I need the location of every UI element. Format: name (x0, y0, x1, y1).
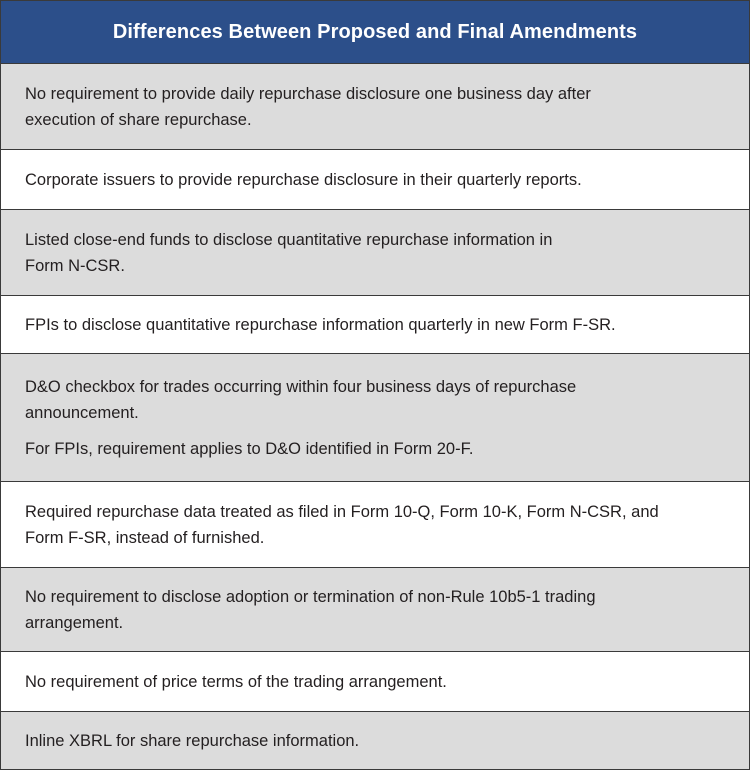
table-row: No requirement of price terms of the tra… (1, 651, 749, 711)
table-row: No requirement to provide daily repurcha… (1, 63, 749, 149)
row-line: Listed close-end funds to disclose quant… (25, 230, 553, 249)
row-line: Inline XBRL for share repurchase informa… (25, 731, 360, 750)
row-extra-text: For FPIs, requirement applies to D&O ide… (25, 439, 474, 458)
row-line: FPIs to disclose quantitative repurchase… (25, 315, 616, 334)
row-line: Corporate issuers to provide repurchase … (25, 170, 582, 189)
row-line: No requirement of price terms of the tra… (25, 672, 447, 691)
table-title: Differences Between Proposed and Final A… (0, 0, 750, 63)
row-text: FPIs to disclose quantitative repurchase… (25, 312, 725, 338)
row-line: No requirement to disclose adoption or t… (25, 587, 596, 606)
row-line: arrangement. (25, 613, 124, 632)
row-line: execution of share repurchase. (25, 110, 252, 129)
row-line: Form F-SR, instead of furnished. (25, 528, 265, 547)
table-row: Required repurchase data treated as file… (1, 481, 749, 567)
table-row: No requirement to disclose adoption or t… (1, 567, 749, 651)
table-row: Listed close-end funds to disclose quant… (1, 209, 749, 295)
table-row: Corporate issuers to provide repurchase … (1, 149, 749, 209)
table-row: D&O checkbox for trades occurring within… (1, 353, 749, 481)
row-line: announcement. (25, 403, 139, 422)
row-text: Inline XBRL for share repurchase informa… (25, 728, 725, 754)
row-text: Required repurchase data treated as file… (25, 499, 725, 551)
row-text: No requirement to disclose adoption or t… (25, 584, 725, 636)
row-text: Corporate issuers to provide repurchase … (25, 167, 725, 193)
row-text: Listed close-end funds to disclose quant… (25, 227, 725, 279)
row-text: D&O checkbox for trades occurring within… (25, 374, 725, 426)
table-body: No requirement to provide daily repurcha… (0, 63, 750, 770)
row-line: Form N-CSR. (25, 256, 125, 275)
row-line: Required repurchase data treated as file… (25, 502, 659, 521)
table-row: Inline XBRL for share repurchase informa… (1, 711, 749, 769)
row-text: No requirement of price terms of the tra… (25, 669, 725, 695)
row-line: D&O checkbox for trades occurring within… (25, 377, 577, 396)
table-row: FPIs to disclose quantitative repurchase… (1, 295, 749, 353)
row-text: No requirement to provide daily repurcha… (25, 81, 725, 133)
row-line: No requirement to provide daily repurcha… (25, 84, 591, 103)
